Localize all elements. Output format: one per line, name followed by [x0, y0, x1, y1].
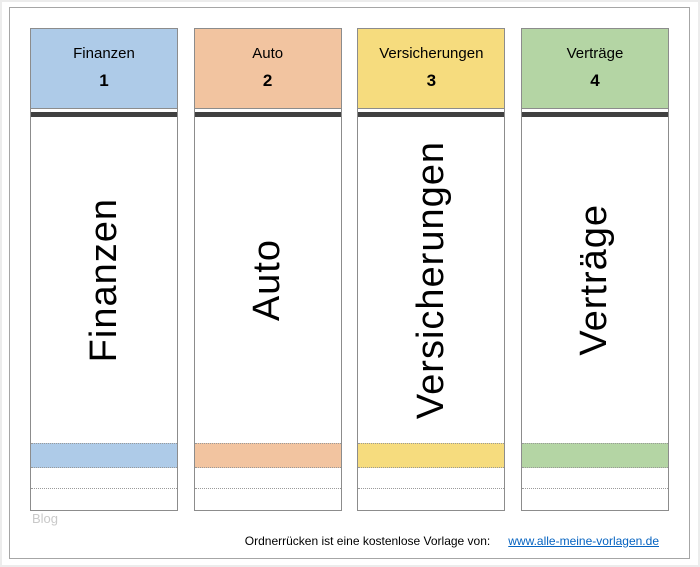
spine-ridge: [521, 112, 668, 117]
spine-header: Auto 2: [194, 29, 341, 109]
spine-blank-row: [31, 468, 177, 489]
spine-auto: Auto 2 Auto: [193, 28, 342, 511]
spine-body: Versicherungen: [358, 117, 504, 443]
spine-blank-row: [194, 468, 341, 489]
spine-color-band: [31, 443, 177, 468]
spine-color-band: [194, 443, 341, 468]
spine-vertraege: Verträge 4 Verträge: [520, 28, 669, 511]
spine-blank-row: [358, 468, 505, 489]
spines-container: Finanzen 1 Finanzen Auto 2: [10, 8, 689, 511]
footer-link[interactable]: www.alle-meine-vorlagen.de: [508, 534, 659, 548]
spine-label: Auto: [252, 45, 284, 62]
spine-number: 3: [426, 71, 437, 90]
spine-body: Verträge: [522, 117, 668, 443]
spine-blank-row: [194, 489, 341, 510]
spine-label: Verträge: [566, 45, 624, 62]
footer: Ordnerrücken ist eine kostenlose Vorlage…: [245, 534, 659, 548]
spine-number: 2: [262, 71, 273, 90]
spine-label: Finanzen: [73, 45, 135, 62]
spine-vertical-text: Versicherungen: [409, 140, 452, 420]
watermark: Blog: [32, 511, 59, 526]
spine-color-band: [521, 443, 668, 468]
spine-ridge: [31, 112, 177, 117]
template-page: Finanzen 1 Finanzen Auto 2: [9, 7, 690, 559]
spine-header: Verträge 4: [521, 29, 668, 109]
spine-label: Versicherungen: [379, 45, 484, 62]
spine-header: Versicherungen 3: [358, 29, 505, 109]
spine-finanzen: Finanzen 1 Finanzen: [30, 28, 178, 511]
spine-blank-row: [31, 489, 177, 510]
spine-number: 4: [590, 71, 600, 90]
spine-number: 1: [99, 71, 109, 90]
spine-header: Finanzen 1: [31, 29, 177, 109]
footer-note: Ordnerrücken ist eine kostenlose Vorlage…: [244, 534, 491, 548]
spine-blank-row: [358, 489, 505, 510]
spine-ridge: [358, 112, 505, 117]
spine-vertical-text: Verträge: [573, 204, 616, 356]
spine-vertical-text: Finanzen: [82, 197, 125, 363]
spine-body: Finanzen: [31, 117, 177, 443]
spine-body: Auto: [195, 117, 341, 443]
spine-blank-row: [521, 468, 668, 489]
spine-color-band: [358, 443, 505, 468]
spine-versicherungen: Versicherungen 3 Versicherungen: [357, 28, 506, 511]
spine-vertical-text: Auto: [246, 238, 289, 322]
spine-blank-row: [521, 489, 668, 510]
spine-ridge: [194, 112, 341, 117]
